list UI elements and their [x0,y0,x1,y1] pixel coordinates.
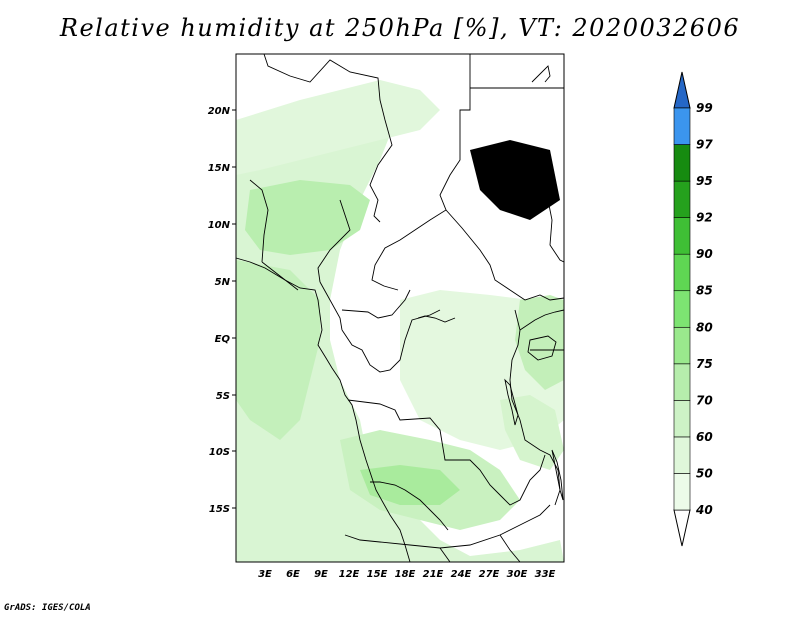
colorbar-label: 95 [696,174,713,188]
border-cameroon [319,281,411,331]
lat-label-5n: 5N [215,277,231,288]
border-angola-zambia [370,481,449,531]
coast-red-sea [531,65,551,83]
lon-label-12e: 12E [339,569,360,580]
lake-malawi [551,449,564,501]
colorbar-label: 90 [696,247,713,261]
colorbar-upper-triangle [673,71,691,109]
colorbar-segment [673,436,691,474]
humidity-area-east [515,295,564,390]
humidity-area-northeast [470,140,560,220]
lake-victoria [527,335,557,361]
colorbar-label: 99 [696,101,713,115]
border-chad-sudan [445,209,565,301]
river-congo-inland [417,315,456,323]
coastline-west-africa [235,257,411,563]
colorbar-segment [673,363,691,401]
colorbar-segment [673,107,691,145]
colorbar-segment [673,180,691,218]
lon-label-9e: 9E [314,569,328,580]
border-congo [341,309,441,373]
border-east-lakes [509,309,561,506]
colorbar-segment [673,217,691,255]
latitude-axis: 20N 15N 10N 5N EQ 5S 10S 15S [208,106,236,515]
lat-label-15s: 15S [209,504,230,515]
colorbar-segment [673,326,691,365]
border-east-a [547,199,565,263]
lon-label-33e: 33E [535,569,556,580]
colorbar-lower-triangle [673,509,691,547]
lat-label-15n: 15N [208,163,231,174]
humidity-area-lake [500,395,564,470]
colorbar-segment [673,144,691,182]
border-uganda [519,309,565,351]
lon-label-15e: 15E [367,569,388,580]
humidity-area-south-dark [360,465,460,505]
colorbar-label: 70 [696,393,713,407]
border-drc-south [347,399,546,506]
longitude-axis: 3E 6E 9E 12E 15E 18E 21E 24E 27E 30E 33E [258,569,555,580]
map-frame [235,53,565,563]
lat-label-10n: 10N [208,220,231,231]
grads-credit: GrADS: IGES/COLA [4,603,91,613]
lon-label-18e: 18E [395,569,416,580]
colorbar-label: 80 [696,320,713,334]
border-namibia [344,504,551,549]
humidity-area-north [236,80,440,175]
colorbar-label: 60 [696,430,713,444]
colorbar-label: 75 [696,357,713,371]
lat-label-10s: 10S [209,447,230,458]
colorbar-label: 85 [696,284,713,298]
border-nigeria [249,179,351,291]
humidity-shading [236,80,564,562]
colorbar-segment [673,473,691,511]
lon-label-30e: 30E [507,569,528,580]
humidity-area-ocean-mid [236,260,320,440]
lat-label-5s: 5S [216,391,230,402]
lat-label-20n: 20N [208,106,231,117]
colorbar-segment [673,290,691,328]
lon-label-21e: 21E [423,569,444,580]
border-north-b [371,54,471,291]
colorbar-label: 92 [696,211,713,225]
lon-label-6e: 6E [286,569,300,580]
lat-label-eq: EQ [215,334,231,345]
lon-label-24e: 24E [451,569,472,580]
colorbar-label: 40 [695,503,713,517]
colorbar: 40 50 60 70 75 80 85 90 92 95 97 99 [673,71,713,547]
map-title: Relative humidity at 250hPa [%], VT: 202… [59,14,741,42]
map-panel [235,53,565,563]
colorbar-label: 50 [696,466,713,480]
humidity-area-mid-dark [245,180,370,255]
border-north-a [263,53,393,223]
colorbar-segment [673,400,691,438]
colorbar-label: 97 [696,138,713,152]
border-south [439,534,521,563]
lon-label-27e: 27E [479,569,500,580]
lon-label-3e: 3E [258,569,272,580]
lake-tanganyika [504,378,519,426]
country-borders [235,53,565,563]
colorbar-segment [673,253,691,292]
